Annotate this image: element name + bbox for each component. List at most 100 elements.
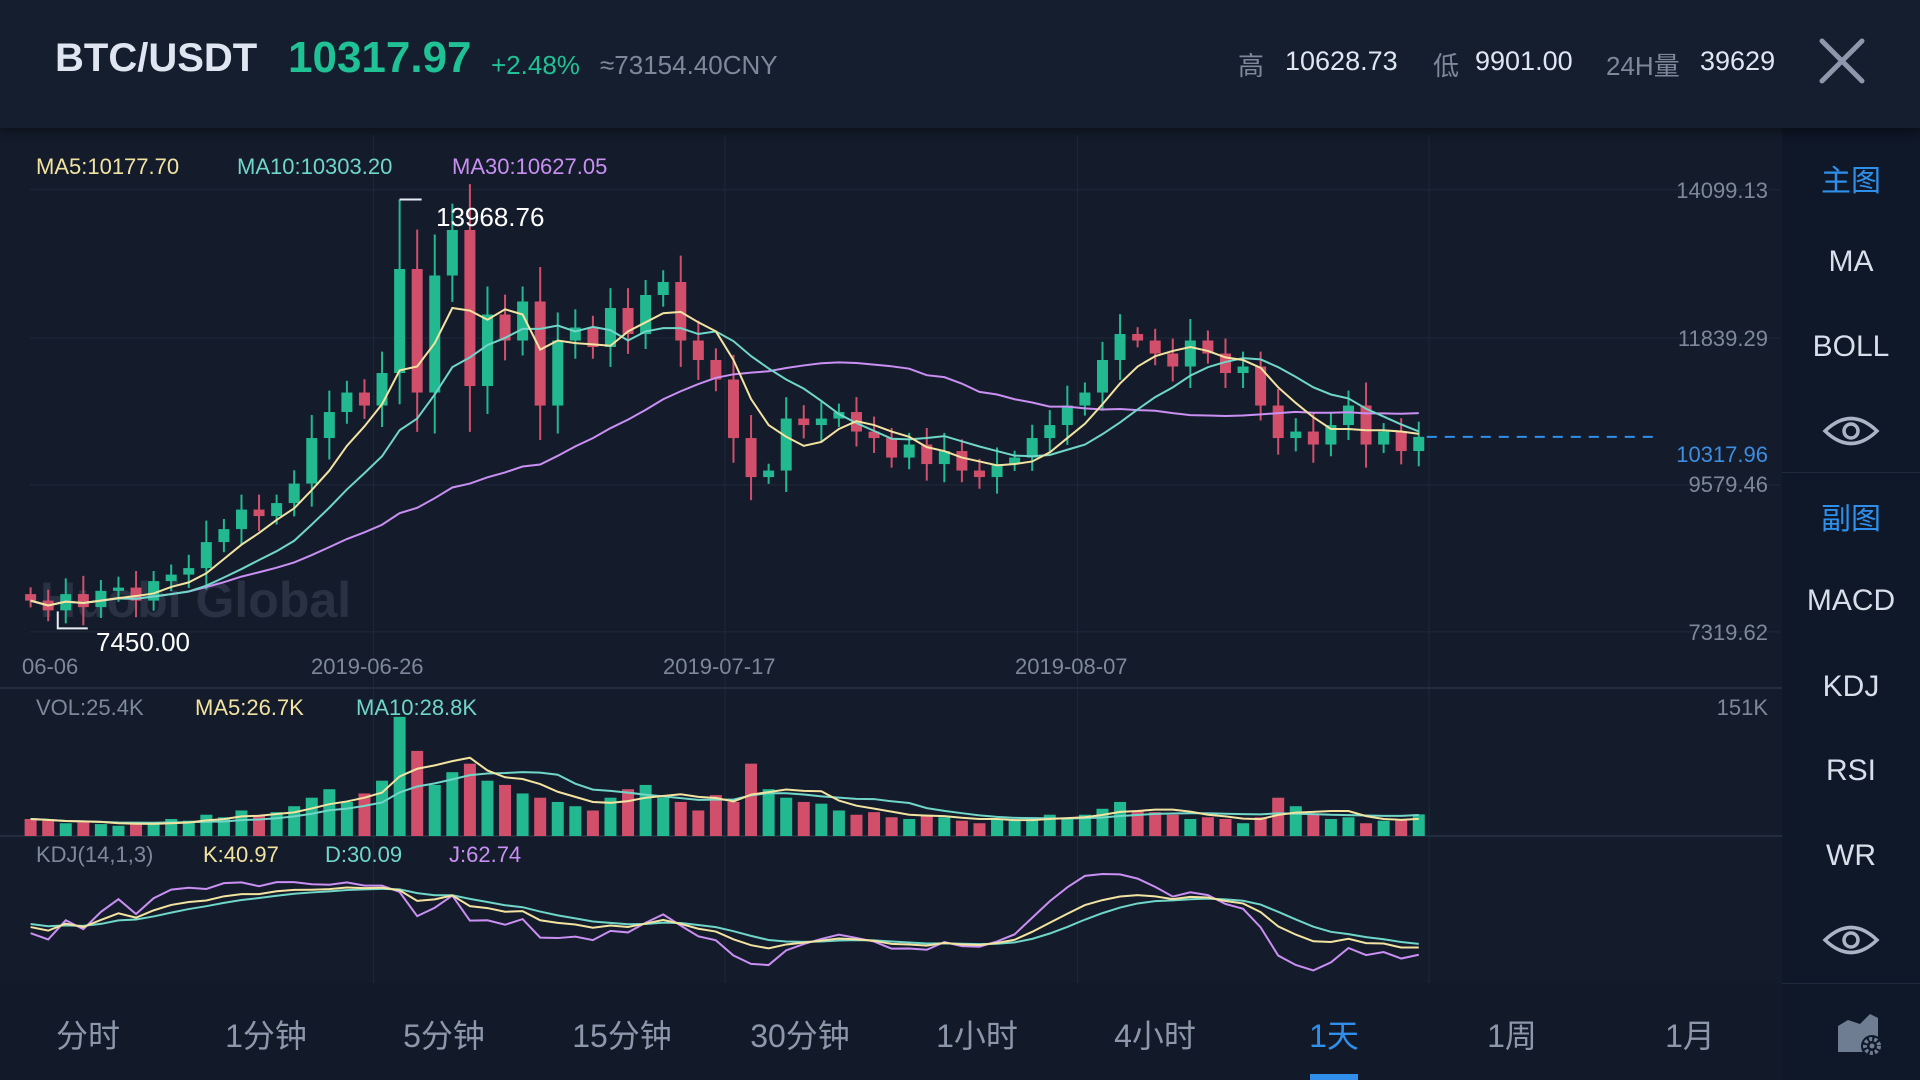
ma30-legend: MA30:10627.05	[452, 154, 608, 179]
candle-body	[727, 379, 739, 439]
indicator-kdj[interactable]: KDJ	[1822, 670, 1880, 703]
volume-bar	[745, 763, 758, 836]
volume-bar	[727, 801, 740, 836]
volume-bar	[305, 797, 318, 836]
volume-bar	[1377, 820, 1390, 836]
candle-body	[1009, 457, 1021, 465]
candle-body	[1061, 405, 1073, 426]
volume-bar	[955, 820, 968, 836]
candle-body	[1325, 425, 1337, 445]
volume-bar	[1254, 817, 1267, 836]
volume-bar	[1149, 812, 1162, 836]
candle-body	[253, 509, 265, 517]
candle-body	[640, 295, 652, 335]
candle-body	[288, 483, 300, 504]
tab-30min[interactable]: 30分钟	[750, 1018, 850, 1054]
tab-1month[interactable]: 1月	[1665, 1018, 1715, 1054]
volume-bar	[200, 814, 213, 836]
volume-bar	[903, 818, 916, 836]
volume-bar	[1342, 817, 1355, 836]
volume-ma-lines	[30, 756, 1419, 825]
candle-body	[183, 568, 195, 575]
candle-body	[323, 412, 335, 439]
volume-bar	[1307, 814, 1320, 836]
indicator-boll[interactable]: BOLL	[1812, 330, 1890, 363]
candle-body	[833, 412, 845, 419]
indicator-macd[interactable]: MACD	[1806, 584, 1896, 617]
indicator-ma[interactable]: MA	[1828, 245, 1874, 278]
volume-bar	[569, 806, 582, 836]
indicator-wr[interactable]: WR	[1826, 839, 1876, 872]
volume-bar	[235, 810, 248, 836]
watermark: Huobi Global	[40, 572, 351, 628]
candle-body	[657, 281, 669, 296]
candle-body	[780, 418, 792, 471]
candle-body	[1307, 431, 1319, 445]
candle-body	[1395, 431, 1407, 452]
chart-settings-icon[interactable]	[1836, 1012, 1886, 1058]
candle-body	[1044, 425, 1056, 439]
close-icon[interactable]	[1818, 38, 1866, 84]
volume-bar	[42, 820, 55, 836]
eye-icon[interactable]	[1822, 923, 1880, 957]
volume-bar	[868, 812, 881, 836]
volume-bar	[516, 793, 529, 836]
volume-bar	[428, 784, 441, 836]
eye-icon[interactable]	[1822, 414, 1880, 448]
candle-body	[1237, 366, 1249, 374]
volume-bar	[850, 814, 863, 836]
volume-bar	[1026, 817, 1039, 836]
tab-1hour[interactable]: 1小时	[936, 1018, 1018, 1054]
kdj-j-legend: J:62.74	[449, 842, 522, 867]
candle-body	[429, 275, 441, 393]
volume-bar	[340, 801, 353, 836]
candle-body	[1096, 360, 1108, 393]
candle-body	[306, 438, 318, 484]
tab-1day[interactable]: 1天	[1309, 1018, 1359, 1054]
price-tick: 14099.13	[1676, 178, 1768, 203]
candle-body	[1079, 392, 1091, 406]
tab-15min[interactable]: 15分钟	[572, 1018, 672, 1054]
volume-bar	[991, 818, 1004, 836]
volume-bar	[270, 812, 283, 836]
tab-1min[interactable]: 1分钟	[225, 1018, 307, 1054]
tab-time-share[interactable]: 分时	[55, 1018, 121, 1054]
candle-body	[692, 340, 704, 361]
ma-lines	[30, 306, 1420, 607]
tab-4hour[interactable]: 4小时	[1114, 1018, 1196, 1054]
volume-bar	[832, 810, 845, 836]
volume-bar	[1360, 823, 1373, 836]
volume-bar	[1395, 818, 1408, 836]
tab-5min[interactable]: 5分钟	[403, 1018, 485, 1054]
candle-body	[1378, 431, 1390, 445]
candle-body	[1413, 436, 1425, 452]
cny-price: ≈73154.40CNY	[600, 50, 778, 80]
volume-bar	[1114, 801, 1127, 836]
volume-bar	[253, 815, 266, 836]
candle-body	[604, 308, 616, 348]
date-tick: 06-06	[22, 654, 79, 679]
kline-chart[interactable]: Huobi Global	[0, 125, 1782, 983]
candle-body	[1342, 405, 1354, 426]
candle-body	[517, 301, 529, 341]
tab-1week[interactable]: 1周	[1487, 1018, 1537, 1054]
candle-body	[235, 509, 247, 530]
candle-body	[130, 587, 142, 601]
indicator-rsi[interactable]: RSI	[1825, 754, 1876, 787]
volume-ma5-legend: MA5:26.7K	[195, 695, 304, 720]
candle-body	[358, 392, 370, 406]
candle-body	[1114, 334, 1126, 361]
kdj-k-line	[30, 886, 1419, 950]
high-annotation: 13968.76	[436, 202, 545, 232]
candle-body	[1219, 353, 1231, 374]
candle-body	[569, 327, 581, 341]
candle-body	[1184, 340, 1196, 367]
volume-bar	[130, 823, 143, 836]
volume-bar	[59, 823, 72, 836]
volume-bar	[446, 772, 459, 836]
candle-body	[1202, 340, 1214, 354]
low-label: 低	[1433, 51, 1460, 81]
volume-bar	[147, 824, 160, 836]
volume-bar	[709, 795, 722, 836]
candle-body	[95, 590, 107, 608]
